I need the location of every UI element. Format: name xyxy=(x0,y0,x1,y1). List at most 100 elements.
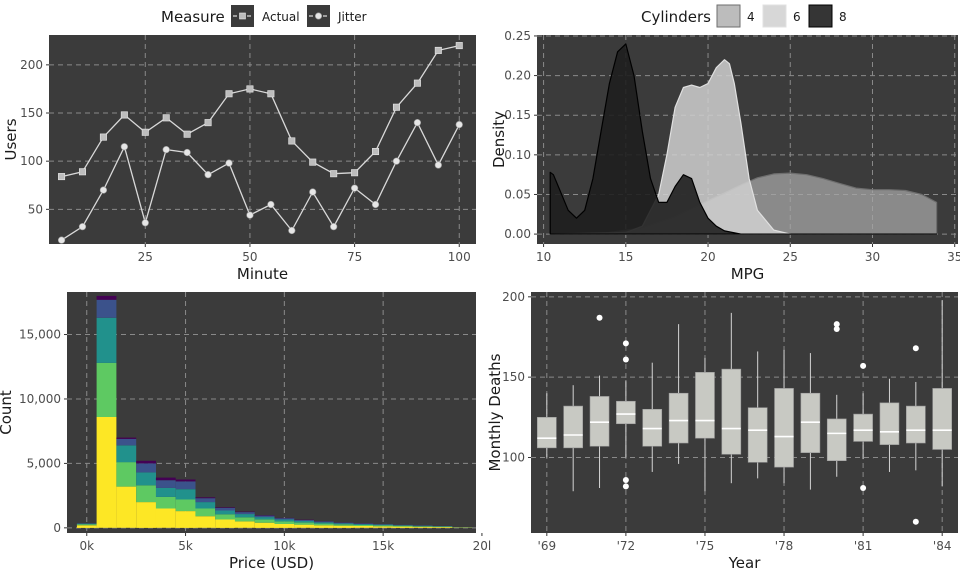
histogram-bar xyxy=(76,525,97,528)
data-point xyxy=(246,211,254,219)
histogram-bar xyxy=(175,479,196,482)
legend-label: 8 xyxy=(839,10,847,24)
legend-label: 6 xyxy=(793,10,801,24)
legend-title: Cylinders xyxy=(641,8,711,26)
y-tick-label: 200 xyxy=(20,58,43,72)
histogram-bar xyxy=(116,445,137,463)
data-point xyxy=(371,200,380,209)
histogram-bar xyxy=(393,525,413,526)
box-body xyxy=(800,392,821,453)
histogram-bar xyxy=(432,526,453,528)
box-body xyxy=(826,418,847,462)
histogram-bar xyxy=(175,511,196,528)
histogram-bar xyxy=(274,518,295,520)
box-outlier xyxy=(912,345,919,352)
data-point xyxy=(141,219,149,227)
histogram-bar xyxy=(254,515,275,518)
y-tick-label: 0.05 xyxy=(504,187,531,201)
box-body xyxy=(906,405,926,444)
histogram-bar xyxy=(195,516,216,528)
histogram-bar xyxy=(96,362,117,417)
histogram-bar xyxy=(333,524,354,526)
x-tick-label: 100 xyxy=(448,250,471,264)
y-tick-label: 15,000 xyxy=(19,328,61,342)
data-point xyxy=(246,85,254,93)
data-point xyxy=(330,223,338,231)
data-point xyxy=(183,148,191,157)
y-tick-label: 0 xyxy=(53,521,61,535)
histogram-bar xyxy=(76,523,97,525)
histogram-bar xyxy=(155,487,176,497)
data-point xyxy=(204,171,212,179)
histogram-bar xyxy=(314,523,334,526)
legend-measure: Measure Actual Jitter xyxy=(161,5,367,27)
users-line-chart: 25 50 75 100 50 100 150 200 Minute Users xyxy=(2,35,476,283)
data-point xyxy=(267,200,275,209)
legend-label: Jitter xyxy=(337,10,367,24)
histogram-bar xyxy=(155,508,176,528)
histogram-bar xyxy=(314,521,334,523)
box-body xyxy=(563,405,583,449)
plot-panel xyxy=(49,35,476,244)
series-line xyxy=(61,121,460,241)
data-point xyxy=(99,186,108,194)
box-outlier xyxy=(596,314,603,321)
box-outlier xyxy=(622,483,629,490)
histogram-bar xyxy=(353,523,374,525)
box-outlier xyxy=(622,476,629,483)
y-tick-label: 100 xyxy=(502,450,525,464)
histogram-bar xyxy=(393,526,413,528)
box-outlier xyxy=(622,340,629,347)
histogram-bar xyxy=(116,437,137,439)
data-point xyxy=(309,188,317,196)
monthly-deaths-boxplot: '69 '72 '75 '78 '81 '84 100 150 200 Year Monthly D… xyxy=(486,290,958,572)
y-tick-label: 0.20 xyxy=(504,69,531,83)
box-body xyxy=(932,388,952,450)
data-point xyxy=(58,173,66,181)
legend-key xyxy=(808,4,833,28)
y-tick-label: 100 xyxy=(20,154,43,168)
data-point xyxy=(267,90,275,98)
legend-label: Actual xyxy=(262,10,300,24)
data-point xyxy=(330,170,338,178)
histogram-bar xyxy=(215,514,235,520)
x-tick-label: '84 xyxy=(933,539,952,553)
histogram-bar xyxy=(215,510,235,515)
histogram-bar xyxy=(353,525,374,526)
data-point xyxy=(455,120,463,129)
legend-cylinders: Cylinders 4 6 8 xyxy=(641,4,847,28)
histogram-bar xyxy=(116,438,137,446)
legend-key xyxy=(762,4,787,28)
box-body xyxy=(589,396,610,447)
histogram-bar xyxy=(195,502,216,509)
data-point xyxy=(351,169,359,177)
histogram-bar xyxy=(353,526,374,528)
series-line xyxy=(61,44,460,178)
histogram-bar xyxy=(116,462,137,487)
histogram-bar xyxy=(412,526,433,528)
x-tick-label: '78 xyxy=(775,539,794,553)
y-tick-label: 0.10 xyxy=(504,148,531,162)
x-tick-label: 25 xyxy=(783,250,798,264)
x-tick-label: 30 xyxy=(865,250,880,264)
data-point xyxy=(78,223,87,231)
histogram-bar xyxy=(294,520,314,521)
histogram-bar xyxy=(353,524,374,525)
histogram-bar xyxy=(136,502,156,528)
histogram-bar xyxy=(96,299,117,318)
data-point xyxy=(434,161,442,169)
histogram-bar xyxy=(96,417,117,528)
histogram-bar xyxy=(373,524,394,526)
box-body xyxy=(668,392,689,444)
data-point xyxy=(225,90,233,98)
histogram-bar xyxy=(294,524,314,528)
x-tick-label: 20 xyxy=(700,250,715,264)
x-tick-label: 75 xyxy=(347,250,362,264)
histogram-bar xyxy=(175,481,196,490)
y-tick-label: 10,000 xyxy=(19,392,61,406)
box-body xyxy=(537,417,557,449)
y-axis-title: Users xyxy=(2,118,20,160)
y-tick-label: 5,000 xyxy=(27,456,61,470)
histogram-bar xyxy=(215,507,235,508)
histogram-bar xyxy=(254,519,275,523)
